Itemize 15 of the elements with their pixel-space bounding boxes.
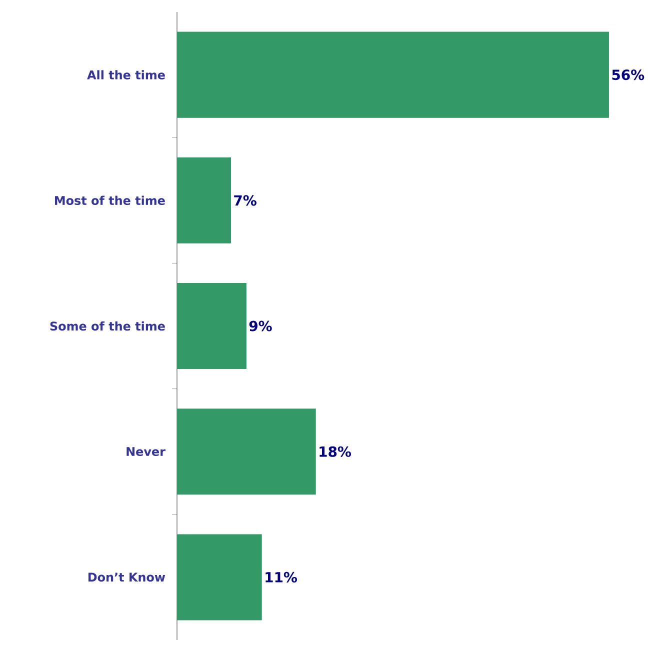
y-tick-label: Most of the time	[55, 196, 165, 206]
bar	[177, 32, 609, 118]
y-tick-label: Some of the time	[50, 321, 165, 331]
bar	[177, 408, 316, 495]
data-label: 7%	[234, 195, 256, 206]
data-label: 56%	[612, 70, 644, 80]
data-label: 18%	[320, 446, 351, 457]
bar	[177, 157, 231, 244]
data-label: 11%	[266, 572, 297, 582]
y-tick-label: All the time	[87, 70, 165, 80]
bar	[177, 282, 246, 370]
y-tick-label: Don’t Know	[88, 572, 166, 582]
y-tick-label: Never	[126, 447, 166, 456]
bar	[177, 534, 262, 620]
data-label: 9%	[249, 320, 272, 332]
